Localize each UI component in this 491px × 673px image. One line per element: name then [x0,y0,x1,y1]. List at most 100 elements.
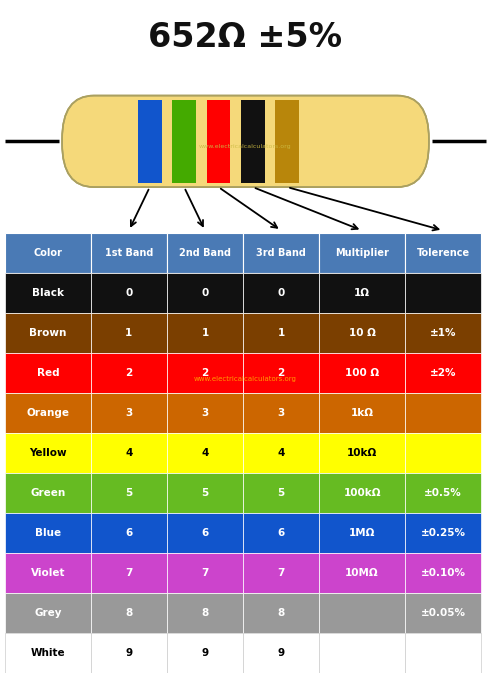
Bar [91,353,167,393]
Text: 100 Ω: 100 Ω [345,367,379,378]
Text: www.electricalcalculators.org: www.electricalcalculators.org [194,376,297,382]
Bar [405,273,481,312]
Text: Grey: Grey [34,608,62,618]
Text: Tolerence: Tolerence [416,248,470,258]
Text: 8: 8 [125,608,133,618]
Bar [167,513,243,553]
FancyBboxPatch shape [62,96,429,187]
Bar [405,353,481,393]
Bar [405,633,481,673]
Bar [319,433,405,472]
Bar [5,233,91,273]
Bar [167,472,243,513]
Bar [167,393,243,433]
Bar [5,513,91,553]
Text: 6: 6 [277,528,285,538]
Text: Color: Color [33,248,62,258]
Bar [319,353,405,393]
Bar [405,312,481,353]
Bar [172,100,196,182]
Bar [5,553,91,593]
Bar [319,593,405,633]
Bar [405,472,481,513]
Bar [243,513,319,553]
Text: 3: 3 [201,408,209,418]
Bar [91,433,167,472]
Text: 3: 3 [125,408,133,418]
Bar [405,593,481,633]
Bar [405,553,481,593]
Bar [5,393,91,433]
Bar [91,393,167,433]
Bar [5,312,91,353]
Text: 7: 7 [277,568,285,578]
Text: 4: 4 [201,448,209,458]
Text: ±2%: ±2% [430,367,456,378]
Text: Red: Red [36,367,59,378]
Text: 9: 9 [201,648,209,658]
Text: ±0.10%: ±0.10% [421,568,465,578]
Text: Black: Black [32,287,64,297]
Text: 5: 5 [201,488,209,498]
Text: 1: 1 [125,328,133,338]
Bar [319,312,405,353]
Bar [91,513,167,553]
Text: 1kΩ: 1kΩ [351,408,374,418]
Bar [243,273,319,312]
Bar [243,553,319,593]
Bar [167,353,243,393]
Bar [5,353,91,393]
Text: ±0.25%: ±0.25% [421,528,465,538]
Text: 1: 1 [201,328,209,338]
Text: Brown: Brown [29,328,67,338]
Text: 5: 5 [277,488,285,498]
Text: 10 Ω: 10 Ω [349,328,376,338]
Text: 1: 1 [277,328,285,338]
Text: 8: 8 [277,608,285,618]
Text: 4: 4 [277,448,285,458]
Bar [405,233,481,273]
Text: 3rd Band: 3rd Band [256,248,306,258]
Bar [91,593,167,633]
Text: 3: 3 [277,408,285,418]
Text: 2: 2 [125,367,133,378]
Text: 9: 9 [277,648,285,658]
Text: 8: 8 [201,608,209,618]
Bar [243,633,319,673]
Bar [243,233,319,273]
Bar [167,433,243,472]
Bar [243,353,319,393]
Bar [207,100,230,182]
Bar [405,433,481,472]
Text: 4: 4 [125,448,133,458]
Text: Yellow: Yellow [29,448,67,458]
Text: Blue: Blue [35,528,61,538]
Bar [5,472,91,513]
Text: ±0.5%: ±0.5% [424,488,462,498]
Text: ±0.05%: ±0.05% [421,608,465,618]
Text: Green: Green [30,488,65,498]
Text: Violet: Violet [30,568,65,578]
Text: 2nd Band: 2nd Band [179,248,231,258]
Bar [91,273,167,312]
Text: 10MΩ: 10MΩ [345,568,379,578]
Text: 10kΩ: 10kΩ [347,448,377,458]
Bar [167,273,243,312]
Text: 0: 0 [277,287,285,297]
Bar [243,393,319,433]
Bar [243,593,319,633]
Bar [319,273,405,312]
Bar [243,472,319,513]
Bar [5,433,91,472]
Bar [91,633,167,673]
Bar [319,553,405,593]
Text: www.electricalcalculators.org: www.electricalcalculators.org [199,144,292,149]
Text: 1MΩ: 1MΩ [349,528,375,538]
Bar [319,393,405,433]
Text: 6: 6 [201,528,209,538]
Text: 1Ω: 1Ω [354,287,370,297]
Text: 0: 0 [201,287,209,297]
Bar [319,472,405,513]
Bar [405,513,481,553]
Text: Multiplier: Multiplier [335,248,389,258]
